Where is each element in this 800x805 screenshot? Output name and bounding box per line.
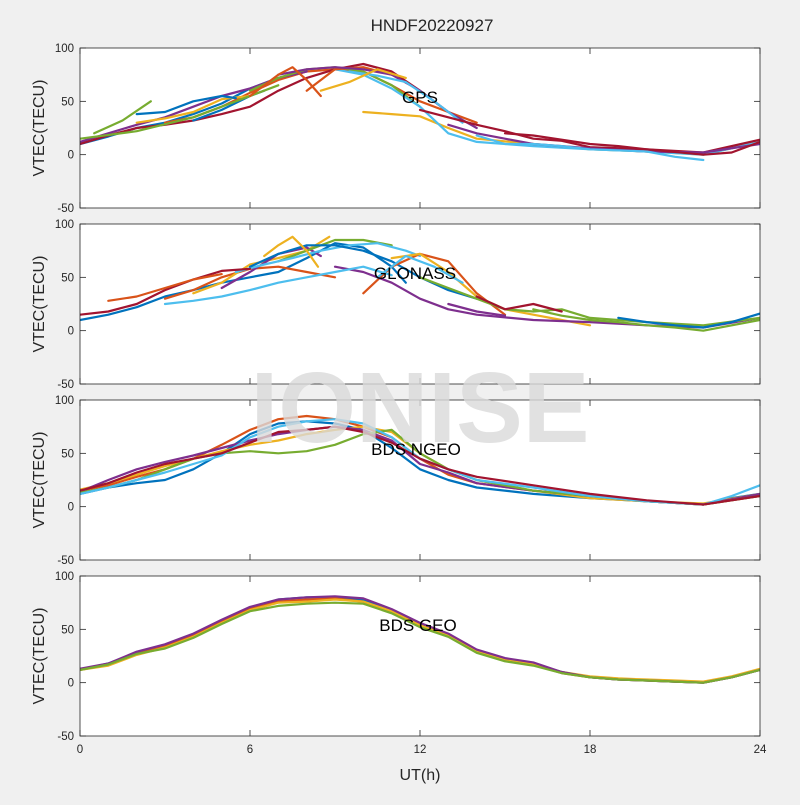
series-line-18: [93, 100, 152, 135]
y-tick-label: 100: [55, 219, 74, 231]
panel-1: -50 0 50 100 VTEC(TECU) GLONASS: [31, 219, 761, 391]
panel-0: -50 0 50 100 VTEC(TECU) GPS: [31, 43, 761, 215]
series-group: [80, 62, 760, 162]
y-tick-label: 50: [61, 272, 74, 284]
series-line-15: [107, 273, 223, 302]
watermark: IONISE: [251, 352, 590, 464]
y-tick-label: 0: [68, 678, 74, 690]
series-line-19: [163, 265, 393, 306]
y-tick-label: -50: [57, 379, 74, 391]
x-tick-label: 24: [754, 744, 767, 756]
series-line-4: [277, 238, 393, 263]
series-line-17: [447, 302, 507, 317]
y-tick-label: -50: [57, 731, 74, 743]
panel-label: GLONASS: [374, 264, 456, 283]
x-tick-label: 18: [584, 744, 597, 756]
x-tick-label: 12: [414, 744, 427, 756]
series-line-14: [135, 94, 237, 116]
series-line-11: [418, 276, 760, 327]
x-tick-label: 0: [77, 744, 83, 756]
series-line-14: [617, 312, 760, 329]
figure-title: HNDF20220927: [371, 16, 494, 35]
y-tick-label: 50: [61, 624, 74, 636]
series-line-5: [80, 418, 760, 506]
series-line-20: [503, 132, 760, 156]
panel-label: BDS NGEO: [371, 440, 461, 459]
y-axis-label: VTEC(TECU): [31, 256, 48, 353]
panel-label: GPS: [402, 88, 438, 107]
panel-label: BDS GEO: [379, 616, 456, 635]
series-line-5: [234, 242, 422, 274]
x-tick-label: 6: [247, 744, 253, 756]
y-axis-label: VTEC(TECU): [31, 80, 48, 177]
series-line-11: [80, 84, 280, 140]
series-group: [80, 595, 760, 684]
y-tick-label: 100: [55, 395, 74, 407]
series-line-0: [80, 242, 407, 322]
plot-area: [80, 224, 760, 384]
plot-area: [80, 576, 760, 736]
series-line-16: [319, 68, 407, 92]
series-line-13: [475, 295, 563, 313]
series-group: [80, 235, 760, 332]
series-line-6: [80, 62, 450, 146]
plot-area: [80, 400, 760, 560]
y-tick-label: -50: [57, 203, 74, 215]
y-tick-label: 50: [61, 448, 74, 460]
series-line-6: [80, 267, 252, 316]
series-line-12: [376, 254, 464, 284]
y-tick-label: 0: [68, 150, 74, 162]
y-tick-label: 100: [55, 43, 74, 55]
y-tick-label: -50: [57, 555, 74, 567]
y-axis-label: VTEC(TECU): [31, 432, 48, 529]
series-line-7: [248, 244, 478, 300]
series-line-4: [80, 601, 760, 684]
series-group: [80, 414, 760, 506]
series-line-6: [80, 425, 760, 506]
series-line-18: [532, 308, 760, 332]
y-tick-label: 0: [68, 326, 74, 338]
series-line-19: [475, 134, 705, 162]
y-axis-label: VTEC(TECU): [31, 608, 48, 705]
y-tick-label: 50: [61, 96, 74, 108]
y-tick-label: 0: [68, 502, 74, 514]
y-tick-label: 100: [55, 571, 74, 583]
series-line-15: [248, 66, 322, 98]
x-axis-label: UT(h): [400, 767, 441, 784]
panel-2: -50 0 50 100 VTEC(TECU) BDS NGEO: [31, 395, 761, 567]
plot-area: [80, 48, 760, 208]
series-line-16: [263, 235, 320, 268]
